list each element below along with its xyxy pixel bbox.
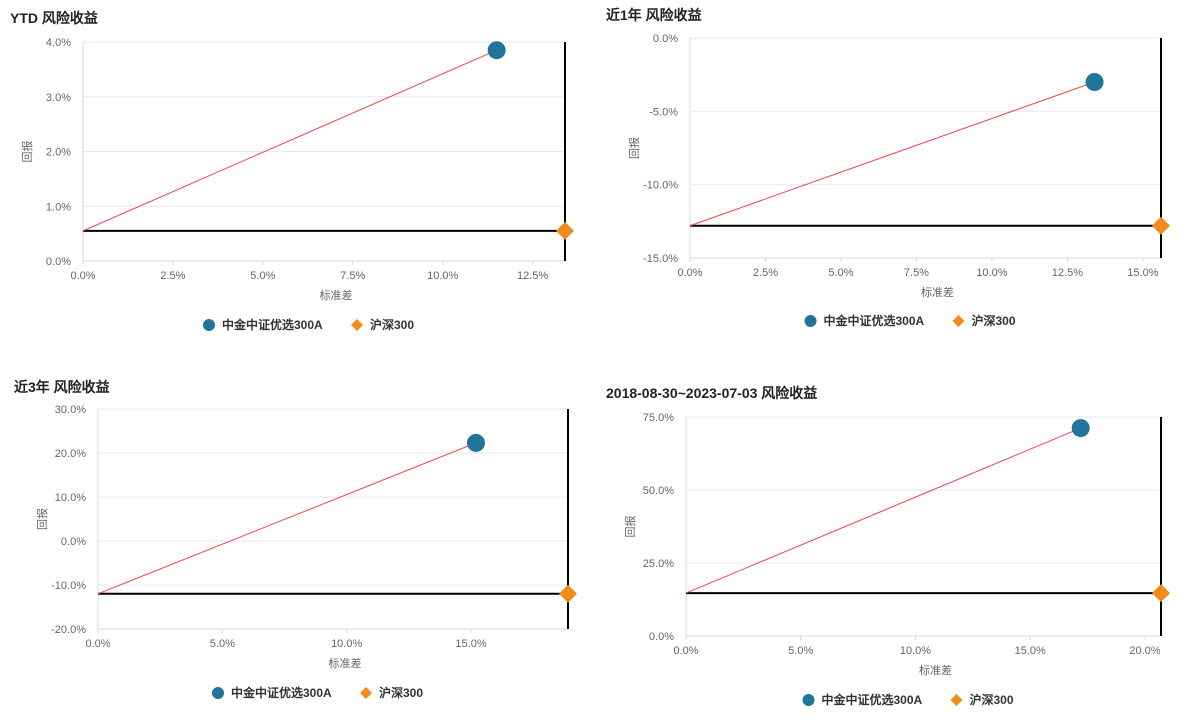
x-axis-label: 标准差	[320, 288, 353, 302]
y-axis-label: 回报	[627, 137, 641, 159]
legend-item-fund[interactable]: 中金中证优选300A	[212, 685, 332, 700]
x-tick-label: 7.5%	[904, 267, 929, 279]
legend-item-fund[interactable]: 中金中证优选300A	[203, 317, 323, 332]
legend-circle-icon	[203, 319, 215, 331]
capital-market-line	[685, 427, 1081, 594]
y-tick-label: -5.0%	[649, 106, 678, 118]
chart-panel: 近3年 风险收益 -20.0% -10.0% 0.0% 10.0% 20.0% 30.0% 0…	[14, 379, 577, 700]
legend: 中金中证优选300A 沪深300	[212, 685, 423, 700]
y-tick-label: 3.0%	[46, 92, 71, 104]
fund-point[interactable]	[487, 41, 506, 60]
legend: 中金中证优选300A 沪深300	[203, 317, 414, 332]
legend-circle-icon	[802, 694, 815, 706]
x-tick-label: 15.0%	[455, 638, 486, 650]
x-tick-label: 5.0%	[828, 267, 853, 279]
legend-diamond-icon	[950, 694, 963, 706]
x-axis-label: 标准差	[329, 656, 362, 670]
fund-point[interactable]	[1085, 73, 1104, 91]
x-tick-label: 15.0%	[1127, 267, 1158, 279]
x-tick-label: 15.0%	[1015, 645, 1046, 657]
legend-label: 中金中证优选300A	[231, 685, 332, 700]
chart-panel: 2018-08-30~2023-07-03 风险收益 0.0% 25.0% 50.0%…	[606, 385, 1170, 707]
x-tick-label: 2.5%	[160, 270, 185, 282]
legend-label: 沪深300	[379, 685, 423, 700]
chart-title: 近3年 风险收益	[14, 379, 110, 395]
legend-item-benchmark[interactable]: 沪深300	[351, 317, 414, 332]
benchmark-point[interactable]	[1152, 216, 1170, 235]
x-tick-label: 10.0%	[900, 645, 931, 657]
x-tick-label: 0.0%	[673, 645, 698, 657]
y-tick-label: 30.0%	[55, 404, 86, 416]
legend-label: 中金中证优选300A	[822, 692, 923, 707]
y-tick-label: 0.0%	[653, 33, 678, 45]
x-tick-label: 7.5%	[340, 270, 365, 282]
y-tick-label: 0.0%	[46, 256, 71, 268]
y-tick-label: 2.0%	[46, 147, 71, 159]
x-tick-label: 12.5%	[517, 270, 548, 282]
chart-title: YTD 风险收益	[10, 10, 98, 26]
capital-market-line	[97, 442, 477, 595]
fund-point[interactable]	[466, 433, 485, 452]
x-tick-label: 0.0%	[70, 270, 95, 282]
legend-circle-icon	[804, 315, 817, 327]
x-tick-label: 2.5%	[753, 267, 778, 279]
y-tick-label: -15.0%	[643, 253, 678, 265]
chart-panel: YTD 风险收益 0.0% 1.0% 2.0% 3.0% 4.0% 0.0% 2.5% 5.0%…	[10, 10, 574, 332]
y-tick-label: -10.0%	[51, 580, 86, 592]
legend-item-fund[interactable]: 中金中证优选300A	[804, 313, 925, 328]
legend-label: 沪深300	[970, 692, 1014, 707]
benchmark-point[interactable]	[556, 221, 574, 240]
y-axis-label: 回报	[20, 141, 34, 163]
x-tick-label: 0.0%	[85, 638, 110, 650]
y-tick-label: 1.0%	[46, 201, 71, 213]
y-axis-label: 回报	[35, 508, 49, 530]
y-tick-label: 0.0%	[61, 536, 86, 548]
chart-title: 近1年 风险收益	[606, 7, 702, 23]
benchmark-point[interactable]	[1152, 584, 1170, 603]
y-tick-label: -20.0%	[51, 624, 86, 636]
legend-label: 中金中证优选300A	[222, 317, 323, 332]
benchmark-point[interactable]	[559, 584, 577, 603]
legend-circle-icon	[212, 687, 224, 699]
legend-item-fund[interactable]: 中金中证优选300A	[802, 692, 923, 707]
legend-item-benchmark[interactable]: 沪深300	[950, 692, 1014, 707]
capital-market-line	[689, 81, 1095, 227]
chart-panel: 近1年 风险收益 -15.0% -10.0% -5.0% 0.0% 0.0% 2.5% 5.0…	[606, 7, 1170, 328]
y-tick-label: 75.0%	[643, 412, 674, 424]
x-axis-label: 标准差	[921, 285, 954, 299]
capital-market-line	[82, 49, 497, 232]
legend: 中金中证优选300A 沪深300	[804, 313, 1016, 328]
x-axis-label: 标准差	[919, 663, 952, 677]
x-tick-label: 5.0%	[210, 638, 235, 650]
y-tick-label: 20.0%	[55, 448, 86, 460]
x-tick-label: 5.0%	[250, 270, 275, 282]
y-axis-label: 回报	[623, 516, 637, 538]
legend-diamond-icon	[360, 687, 372, 699]
y-tick-label: 10.0%	[55, 492, 86, 504]
y-tick-label: 4.0%	[46, 37, 71, 49]
x-tick-label: 5.0%	[788, 645, 813, 657]
x-tick-label: 0.0%	[677, 267, 702, 279]
x-tick-label: 10.0%	[427, 270, 458, 282]
y-tick-label: 0.0%	[649, 631, 674, 643]
legend-label: 沪深300	[972, 313, 1016, 328]
y-tick-label: 25.0%	[643, 558, 674, 570]
fund-point[interactable]	[1071, 419, 1090, 438]
legend-label: 沪深300	[370, 317, 414, 332]
legend: 中金中证优选300A 沪深300	[802, 692, 1014, 707]
legend-label: 中金中证优选300A	[824, 313, 925, 328]
x-tick-label: 20.0%	[1129, 645, 1160, 657]
x-tick-label: 10.0%	[331, 638, 362, 650]
y-tick-label: 50.0%	[643, 485, 674, 497]
chart-title: 2018-08-30~2023-07-03 风险收益	[606, 385, 817, 401]
legend-item-benchmark[interactable]: 沪深300	[952, 313, 1016, 328]
y-tick-label: -10.0%	[643, 180, 678, 192]
x-tick-label: 12.5%	[1052, 267, 1083, 279]
legend-diamond-icon	[351, 319, 363, 331]
legend-item-benchmark[interactable]: 沪深300	[360, 685, 423, 700]
x-tick-label: 10.0%	[976, 267, 1007, 279]
legend-diamond-icon	[952, 315, 965, 327]
